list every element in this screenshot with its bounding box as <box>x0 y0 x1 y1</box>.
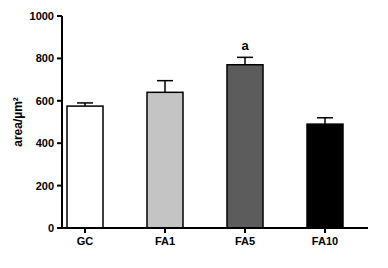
x-tick-label: FA5 <box>235 235 255 247</box>
x-tick-label: FA10 <box>312 235 338 247</box>
error-cap <box>77 102 93 104</box>
error-cap <box>237 57 253 59</box>
y-tick-label: 400 <box>36 137 54 149</box>
error-stem <box>324 118 326 124</box>
y-axis <box>61 16 63 228</box>
y-tick-label: 600 <box>36 95 54 107</box>
bar <box>227 65 263 228</box>
chart: 0 200 400 600 800 1000 GC FA1 FA5 FA10 area/µm² a <box>0 0 388 268</box>
bar <box>147 92 183 228</box>
x-tick-label: GC <box>77 235 94 247</box>
bar <box>67 106 103 228</box>
y-tick-label: 0 <box>48 222 54 234</box>
error-cap <box>317 117 333 119</box>
y-tick <box>57 15 62 17</box>
error-cap <box>157 80 173 82</box>
y-tick <box>57 100 62 102</box>
y-tick-label: 1000 <box>30 10 54 22</box>
annotation: a <box>241 38 249 53</box>
y-tick <box>57 227 62 229</box>
error-bar <box>317 118 333 124</box>
x-tick <box>164 228 166 233</box>
bar <box>307 124 343 228</box>
y-tick <box>57 142 62 144</box>
y-tick <box>57 57 62 59</box>
y-tick-label: 200 <box>36 180 54 192</box>
x-tick <box>84 228 86 233</box>
y-axis-label: area/µm² <box>11 97 25 147</box>
y-tick-label: 800 <box>36 52 54 64</box>
x-tick <box>244 228 246 233</box>
marks <box>67 57 343 228</box>
x-axis <box>62 227 368 229</box>
y-tick <box>57 185 62 187</box>
error-stem <box>164 81 166 93</box>
error-bar <box>157 81 173 93</box>
error-bar <box>237 57 253 64</box>
x-tick-label: FA1 <box>155 235 175 247</box>
error-stem <box>244 57 246 64</box>
x-tick <box>324 228 326 233</box>
